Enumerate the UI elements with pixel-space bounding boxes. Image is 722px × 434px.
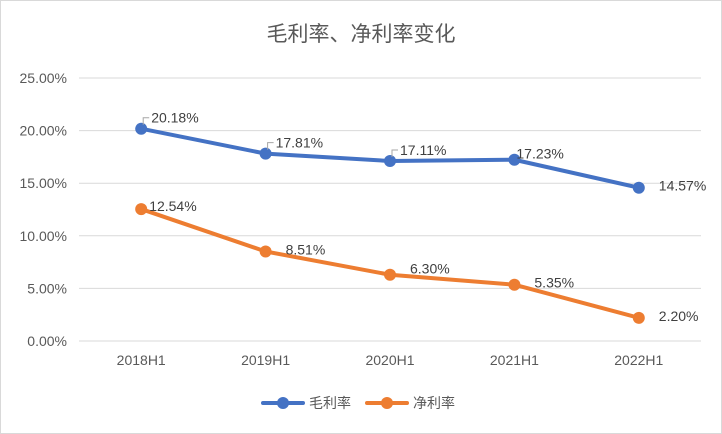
data-labels: 20.18% 17.81% 17.11% 17.23% 14.57% 12.54% 8.51… xyxy=(142,110,706,324)
label-leader-line xyxy=(391,149,398,158)
y-tick-label: 0.00% xyxy=(27,333,67,349)
data-label: 5.35% xyxy=(534,275,574,291)
x-tick-label: 2021H1 xyxy=(490,352,539,368)
y-tick-label: 15.00% xyxy=(20,175,67,191)
data-label: 20.18% xyxy=(151,110,198,126)
data-point xyxy=(508,153,521,166)
data-point xyxy=(259,245,272,258)
data-point xyxy=(632,181,645,194)
label-leader-line xyxy=(142,117,150,125)
label-leader-line xyxy=(267,142,274,150)
legend-label: 毛利率 xyxy=(309,395,351,412)
data-label: 2.20% xyxy=(659,308,699,324)
legend-label: 净利率 xyxy=(413,395,455,412)
data-label: 17.23% xyxy=(516,146,563,162)
series-lines xyxy=(135,122,645,324)
data-point xyxy=(508,278,521,291)
data-label: 17.81% xyxy=(276,135,323,151)
series-line xyxy=(139,207,641,320)
legend-marker xyxy=(381,397,393,409)
y-tick-label: 5.00% xyxy=(27,280,67,296)
x-axis-tick-labels: 2018H1 2019H1 2020H1 2021H1 2022H1 xyxy=(117,352,664,368)
data-label: 8.51% xyxy=(286,241,326,257)
chart-title: 毛利率、净利率变化 xyxy=(267,22,456,46)
y-tick-label: 10.00% xyxy=(20,228,67,244)
data-label: 14.57% xyxy=(659,178,706,194)
legend: 毛利率 净利率 xyxy=(261,395,455,412)
x-tick-label: 2020H1 xyxy=(365,352,414,368)
x-tick-label: 2022H1 xyxy=(614,352,663,368)
data-point xyxy=(135,203,148,216)
gridlines xyxy=(79,77,701,342)
data-label: 6.30% xyxy=(410,261,450,277)
data-point xyxy=(135,122,148,135)
y-tick-label: 25.00% xyxy=(20,70,67,86)
data-point xyxy=(259,147,272,160)
data-label: 12.54% xyxy=(149,198,196,214)
data-point xyxy=(384,155,396,168)
y-axis-tick-labels: 0.00% 5.00% 10.00% 15.00% 20.00% 25.00% xyxy=(20,70,67,349)
x-tick-label: 2018H1 xyxy=(117,352,166,368)
x-tick-label: 2019H1 xyxy=(241,352,290,368)
y-tick-label: 20.00% xyxy=(20,123,67,139)
data-label: 17.11% xyxy=(400,142,446,158)
data-point xyxy=(632,311,645,324)
data-point xyxy=(384,268,396,281)
legend-marker xyxy=(277,397,289,409)
